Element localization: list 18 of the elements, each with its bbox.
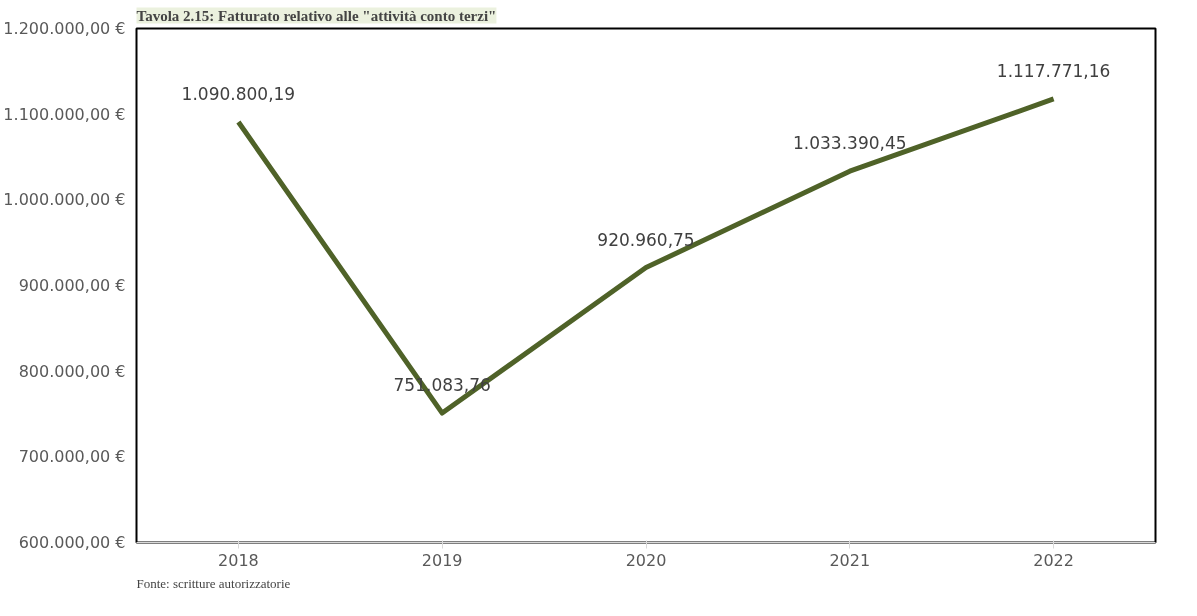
x-tick-label: 2019 bbox=[421, 550, 463, 570]
chart-title: Tavola 2.15: Fatturato relativo alle "attività conto terzi" bbox=[136, 7, 497, 24]
y-tick-label: 1.200.000,00 € bbox=[3, 19, 126, 38]
x-tick-label: 2018 bbox=[218, 550, 259, 570]
data-label: 920.960,75 bbox=[597, 229, 695, 250]
y-tick-label: 800.000,00 € bbox=[18, 361, 126, 381]
y-tick-label: 600.000,00 € bbox=[18, 533, 126, 552]
y-tick-label: 1.000.000,00 € bbox=[3, 190, 126, 210]
x-tick-label: 2020 bbox=[625, 550, 667, 570]
data-label: 1.033.390,45 bbox=[793, 133, 907, 154]
source-note: Fonte: scritture autorizzatorie bbox=[136, 575, 291, 591]
y-tick-label: 900.000,00 € bbox=[18, 276, 126, 295]
y-tick-label: 1.100.000,00 € bbox=[3, 104, 126, 124]
x-tick-label: 2022 bbox=[1033, 550, 1074, 570]
data-label: 1.090.800,19 bbox=[181, 84, 296, 105]
data-label: 1.117.771,16 bbox=[996, 60, 1111, 81]
x-tick-label: 2021 bbox=[829, 550, 871, 570]
y-tick-label: 700.000,00 € bbox=[18, 447, 126, 467]
